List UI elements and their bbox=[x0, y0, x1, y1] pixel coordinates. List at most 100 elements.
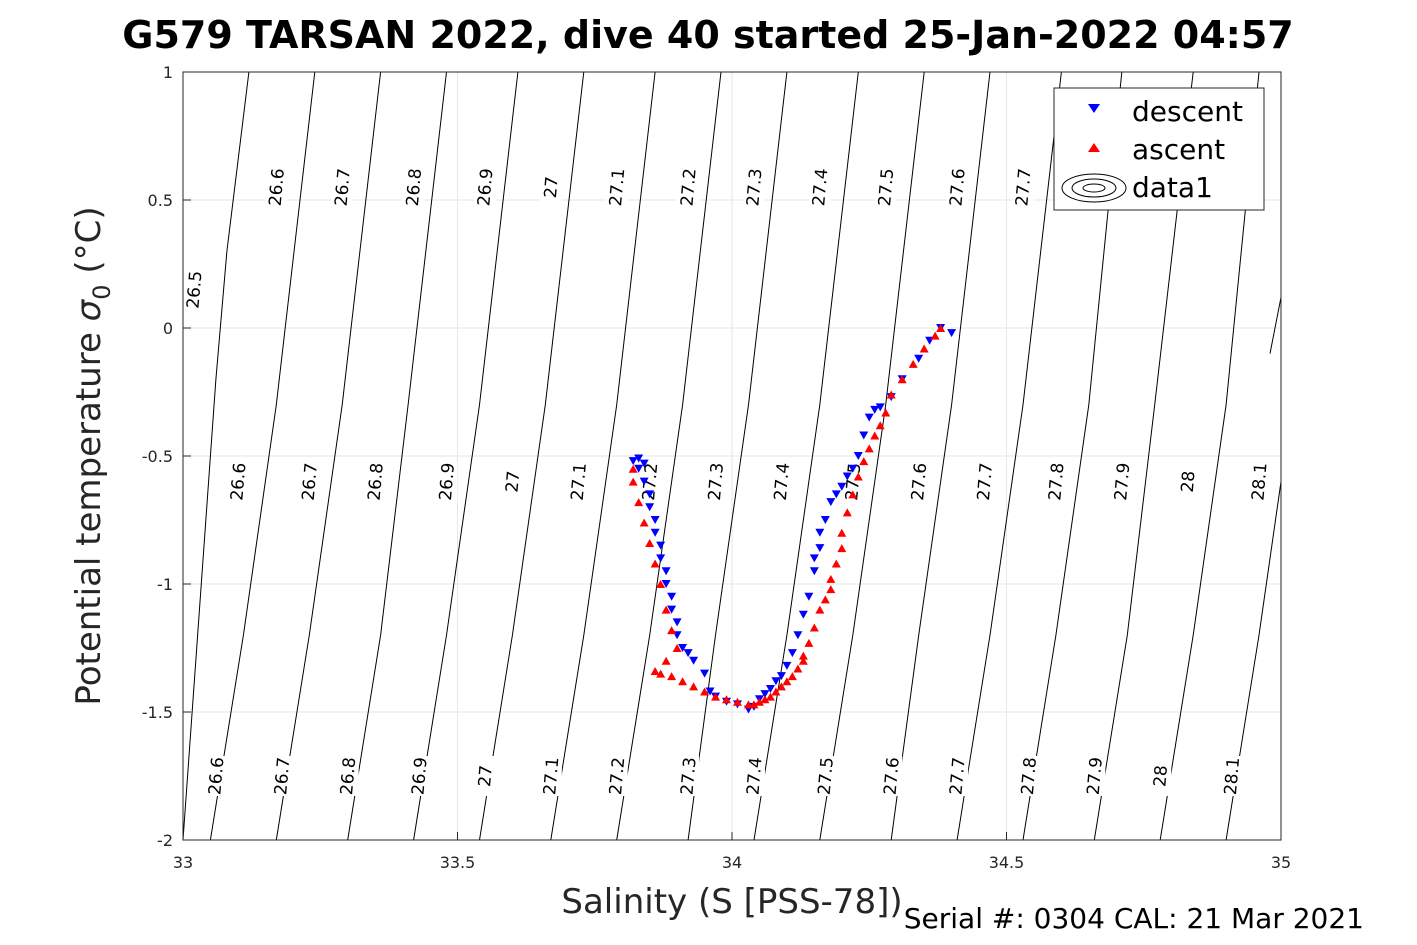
contour-label: 28.1 bbox=[1221, 756, 1244, 795]
y-axis-label: Potential temperature σ0 (°C) bbox=[69, 206, 116, 705]
descent-point bbox=[765, 684, 775, 693]
contour-label-bg bbox=[946, 756, 969, 796]
contour-label-bg bbox=[204, 756, 227, 796]
descent-point bbox=[859, 431, 869, 440]
density-contour bbox=[616, 72, 722, 840]
ascent-point bbox=[930, 331, 940, 340]
y-tick-label: -2 bbox=[157, 831, 173, 850]
x-tick-label: 35 bbox=[1271, 853, 1291, 872]
x-axis-ticks: 33 33.5 34 34.5 35 bbox=[173, 832, 1291, 872]
contour-label-bg bbox=[539, 756, 562, 796]
descent-point bbox=[864, 413, 874, 422]
contour-label-bg bbox=[1176, 461, 1199, 502]
contour-label-bg bbox=[1110, 461, 1133, 502]
ascent-point bbox=[897, 375, 907, 384]
descent-point bbox=[656, 541, 666, 550]
ascent-point bbox=[881, 408, 891, 417]
ascent-point bbox=[771, 687, 781, 696]
descent-point bbox=[683, 649, 693, 658]
density-contour bbox=[753, 72, 859, 840]
contour-label-bg bbox=[874, 167, 897, 208]
ascent-point bbox=[875, 421, 885, 430]
contour-label-bg bbox=[1083, 756, 1106, 796]
contour-label: 27 bbox=[502, 470, 524, 493]
ascent-point bbox=[661, 605, 671, 614]
contour-label: 27.3 bbox=[677, 756, 700, 795]
descent-point bbox=[639, 459, 649, 468]
descent-point bbox=[820, 516, 830, 524]
density-contour bbox=[1269, 297, 1281, 354]
descent-point bbox=[672, 618, 682, 627]
contour-label-bg bbox=[946, 167, 969, 208]
y-axis-label-subscript: 0 bbox=[88, 284, 116, 299]
contour-label: 27.4 bbox=[809, 168, 832, 207]
descent-point bbox=[689, 656, 699, 665]
y-tick-label: -1.5 bbox=[142, 703, 173, 722]
contour-label: 26.7 bbox=[299, 462, 322, 501]
ascent-point bbox=[656, 669, 666, 678]
descent-point bbox=[776, 672, 786, 681]
descent-point bbox=[804, 592, 814, 601]
ascent-point bbox=[754, 697, 764, 706]
contour-label-bg bbox=[1149, 756, 1172, 796]
contour-label: 27.1 bbox=[568, 462, 591, 501]
legend: descent ascent data1 bbox=[1053, 87, 1265, 211]
contour-label: 27 bbox=[541, 176, 563, 199]
contour-label: 27.6 bbox=[946, 168, 969, 207]
ascent-point bbox=[919, 344, 929, 353]
contour-label: 26.7 bbox=[271, 756, 294, 795]
x-axis-label: Salinity (S [PSS-78]) bbox=[561, 882, 902, 922]
ascent-point bbox=[689, 682, 699, 691]
ascent-point bbox=[820, 595, 830, 604]
contour-label: 27.2 bbox=[639, 462, 662, 501]
descent-point bbox=[650, 516, 660, 524]
ascent-point bbox=[870, 431, 880, 440]
descent-point bbox=[947, 329, 957, 338]
ascent-point bbox=[667, 672, 677, 681]
descent-point bbox=[809, 554, 819, 563]
contour-label: 27.5 bbox=[815, 756, 838, 795]
y-axis-label-main: Potential temperature bbox=[69, 321, 109, 705]
density-contour bbox=[890, 72, 991, 840]
contour-label: 27.6 bbox=[908, 462, 931, 501]
contour-label-bg bbox=[907, 461, 930, 502]
contour-label-bg bbox=[408, 756, 431, 796]
descent-point bbox=[771, 677, 781, 686]
descent-point bbox=[667, 605, 677, 614]
contour-label-bg bbox=[567, 461, 590, 502]
contour-label-bg bbox=[770, 461, 793, 502]
descent-point bbox=[853, 452, 863, 460]
contour-label-bg bbox=[1248, 461, 1271, 502]
contour-label: 26.8 bbox=[365, 462, 388, 501]
legend-data1-label: data1 bbox=[1132, 171, 1213, 204]
descent-point bbox=[848, 464, 858, 473]
ascent-point bbox=[936, 324, 946, 332]
y-axis-ticks: -2 -1.5 -1 -0.5 0 0.5 1 bbox=[142, 63, 191, 850]
contour-label: 28 bbox=[1150, 764, 1172, 787]
contour-label: 26.6 bbox=[227, 462, 250, 501]
contour-label-bg bbox=[677, 167, 700, 208]
descent-point bbox=[700, 669, 710, 678]
contour-label: 27.7 bbox=[946, 756, 969, 795]
ascent-point bbox=[661, 656, 671, 665]
descent-point bbox=[837, 482, 847, 491]
contour-label: 27.9 bbox=[1084, 756, 1107, 795]
contour-label: 27.1 bbox=[540, 756, 563, 795]
legend-descent-marker bbox=[1088, 104, 1100, 113]
descent-point bbox=[815, 544, 825, 553]
density-contour bbox=[183, 72, 250, 840]
descent-point bbox=[634, 464, 644, 473]
ascent-point bbox=[804, 638, 814, 647]
ascent-point bbox=[672, 644, 682, 652]
contour-label-bg bbox=[226, 461, 249, 502]
descent-point bbox=[705, 687, 715, 696]
ascent-point bbox=[815, 605, 825, 614]
series-ascent bbox=[628, 324, 946, 709]
contour-label-bg bbox=[182, 269, 205, 310]
contour-label: 27.5 bbox=[875, 168, 898, 207]
density-contour bbox=[550, 72, 656, 840]
ascent-point bbox=[667, 626, 677, 635]
contour-label-bg bbox=[364, 461, 387, 502]
ascent-point bbox=[831, 559, 841, 568]
